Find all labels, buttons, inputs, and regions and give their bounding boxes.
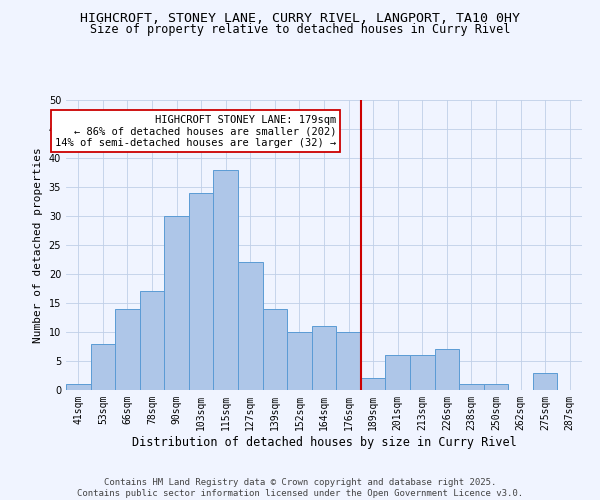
Bar	[140, 292, 164, 390]
Bar	[312, 326, 336, 390]
Bar	[336, 332, 361, 390]
Bar	[434, 350, 459, 390]
Y-axis label: Number of detached properties: Number of detached properties	[33, 147, 43, 343]
Bar	[214, 170, 238, 390]
Bar	[164, 216, 189, 390]
Bar	[91, 344, 115, 390]
Bar	[484, 384, 508, 390]
Text: Contains HM Land Registry data © Crown copyright and database right 2025.
Contai: Contains HM Land Registry data © Crown c…	[77, 478, 523, 498]
Bar	[459, 384, 484, 390]
Bar	[287, 332, 312, 390]
Bar	[533, 372, 557, 390]
Bar	[410, 355, 434, 390]
X-axis label: Distribution of detached houses by size in Curry Rivel: Distribution of detached houses by size …	[131, 436, 517, 448]
Bar	[238, 262, 263, 390]
Bar	[263, 309, 287, 390]
Text: HIGHCROFT STONEY LANE: 179sqm
← 86% of detached houses are smaller (202)
14% of : HIGHCROFT STONEY LANE: 179sqm ← 86% of d…	[55, 114, 336, 148]
Bar	[115, 309, 140, 390]
Bar	[385, 355, 410, 390]
Bar	[66, 384, 91, 390]
Text: HIGHCROFT, STONEY LANE, CURRY RIVEL, LANGPORT, TA10 0HY: HIGHCROFT, STONEY LANE, CURRY RIVEL, LAN…	[80, 12, 520, 26]
Bar	[361, 378, 385, 390]
Bar	[189, 193, 214, 390]
Text: Size of property relative to detached houses in Curry Rivel: Size of property relative to detached ho…	[90, 22, 510, 36]
